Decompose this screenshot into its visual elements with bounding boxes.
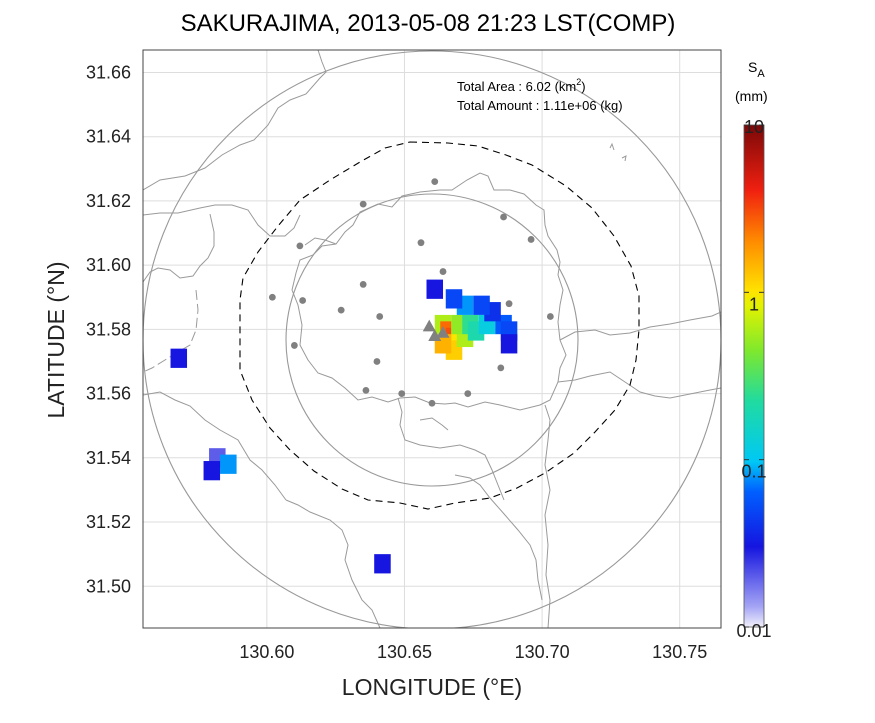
ash-cell [374,554,391,574]
colorbar [743,124,765,628]
y-tick-label: 31.62 [86,191,131,211]
y-tick-label: 31.54 [86,448,131,468]
colorbar-title-main: S [748,59,757,75]
total-amount-text: Total Amount : 1.11e+06 (kg) [457,98,623,113]
dashed-boundary [239,141,640,510]
station-dot [431,178,439,186]
colorbar-title-sub: A [757,68,765,80]
total-area-text: Total Area : 6.02 (km2) [457,77,586,94]
station-dot [268,293,276,301]
ash-cell [500,334,518,354]
station-dot [497,364,505,372]
y-tick-label: 31.58 [86,319,131,339]
station-dot [464,390,472,397]
ash-cell [445,289,463,309]
ash-cell [203,461,221,481]
station-dot [546,313,554,320]
x-tick-label: 130.65 [377,642,432,662]
range-circles [143,50,721,628]
ash-deposit-layer [170,279,518,574]
station-dot [359,281,367,288]
y-tick-label: 31.52 [86,512,131,532]
x-axis-ticks: 130.60 130.65 130.70 130.75 [239,642,707,662]
colorbar-ticks: 10 1 0.1 0.01 [736,117,771,641]
x-axis-label: LONGITUDE (°E) [342,674,522,700]
station-dot [376,313,384,320]
colorbar-title: SA [748,59,765,80]
station-dot [299,297,307,304]
plot-frame [142,49,722,629]
ash-cell [170,348,188,368]
range-circle-inner [285,193,579,487]
x-tick-label: 130.75 [652,642,707,662]
observation-stations [268,178,554,407]
x-tick-label: 130.70 [515,642,570,662]
range-circle-outer [143,50,721,628]
station-dot [373,358,381,365]
station-dot [500,213,507,221]
vent-markers [422,319,450,341]
y-axis-label: LATITUDE (°N) [43,262,69,419]
ash-cell [220,454,237,474]
ash-cell [426,279,444,299]
coastline [143,50,721,628]
total-area-superscript: 2 [576,77,581,87]
station-dot [439,268,447,275]
y-tick-label: 31.60 [86,255,131,275]
colorbar-tick-label: 0.1 [741,462,766,482]
ash-cell [473,295,490,315]
y-tick-label: 31.64 [86,127,131,147]
station-dot [290,342,298,349]
station-dot [417,239,425,247]
station-dot [362,386,370,394]
total-area-suffix: ) [581,79,585,94]
station-dot [398,390,406,397]
vent-triangle [422,319,436,332]
map-title: SAKURAJIMA, 2013-05-08 21:23 LST(COMP) [181,10,676,37]
y-tick-label: 31.50 [86,576,131,596]
y-tick-label: 31.66 [86,62,131,82]
total-area-prefix: Total Area : 6.02 (km [457,79,576,94]
station-dot [296,242,304,250]
x-tick-label: 130.60 [239,642,294,662]
colorbar-unit: (mm) [735,88,768,104]
station-dot [505,300,513,308]
vent-triangle [428,329,442,341]
vent-triangle [436,326,450,338]
y-axis-ticks: 31.50 31.52 31.54 31.56 31.58 31.60 31.62 31.64… [86,62,131,596]
y-tick-label: 31.56 [86,384,131,404]
station-dot [428,399,436,407]
station-dot [337,306,345,314]
colorbar-tick-label: 10 [744,117,764,137]
station-dot [527,236,535,243]
gridlines [143,50,721,628]
station-dot [359,200,367,208]
colorbar-tick-label: 0.01 [736,621,771,641]
colorbar-tick-label: 1 [749,294,759,314]
